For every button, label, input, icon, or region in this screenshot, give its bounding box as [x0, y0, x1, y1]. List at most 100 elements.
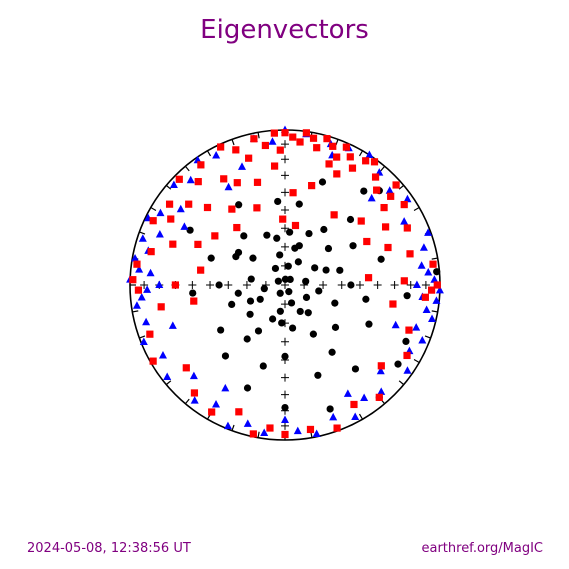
point-square-2-86 — [433, 281, 441, 289]
point-triangle-1-7 — [403, 194, 412, 203]
point-circle-0-4 — [274, 277, 282, 285]
point-triangle-1-16 — [428, 314, 437, 322]
point-triangle-1-54 — [237, 162, 246, 170]
point-circle-0-55 — [243, 384, 252, 392]
point-triangle-1-53 — [212, 150, 221, 159]
point-circle-0-24 — [249, 254, 257, 262]
point-circle-0-11 — [302, 293, 311, 302]
point-square-2-10 — [346, 153, 354, 161]
point-circle-0-53 — [377, 255, 385, 263]
point-triangle-1-8 — [400, 217, 409, 225]
point-square-2-48 — [149, 217, 157, 225]
perimeter-tick-130 — [398, 380, 405, 386]
point-square-2-52 — [175, 175, 183, 183]
point-square-2-14 — [371, 173, 380, 181]
point-triangle-1-26 — [312, 429, 321, 437]
point-circle-0-74 — [273, 234, 281, 242]
point-triangle-1-58 — [391, 320, 400, 329]
point-circle-0-22 — [288, 324, 297, 332]
point-triangle-1-62 — [180, 222, 189, 230]
perimeter-tick-50 — [398, 184, 405, 190]
point-triangle-1-56 — [268, 137, 277, 145]
perimeter-tick-320 — [184, 165, 190, 172]
grid-cross-3 — [281, 188, 289, 197]
point-square-2-82 — [364, 274, 373, 282]
perimeter-tick-300 — [150, 206, 157, 212]
point-triangle-1-34 — [189, 371, 198, 380]
point-circle-0-60 — [360, 187, 368, 195]
point-circle-0-51 — [189, 289, 197, 297]
point-square-2-16 — [392, 181, 400, 189]
perimeter-tick-330 — [206, 150, 212, 157]
source-label: earthref.org/MagIC — [421, 541, 543, 556]
grid-cross-9 — [406, 281, 415, 289]
point-square-2-80 — [197, 266, 205, 274]
point-circle-0-12 — [276, 307, 284, 315]
grid-cross-1 — [281, 155, 289, 164]
point-square-2-36 — [249, 430, 257, 438]
point-square-2-63 — [270, 162, 279, 170]
point-circle-0-6 — [302, 277, 310, 285]
point-triangle-1-31 — [223, 421, 232, 430]
point-triangle-1-21 — [376, 366, 385, 375]
point-circle-0-18 — [269, 315, 277, 323]
grid-cross-6 — [281, 242, 289, 251]
grid-cross-11 — [373, 281, 382, 289]
point-circle-0-39 — [295, 200, 303, 208]
point-square-2-31 — [350, 400, 358, 409]
point-triangle-1-37 — [139, 337, 148, 346]
point-circle-0-15 — [311, 264, 319, 272]
point-triangle-1-25 — [329, 412, 338, 421]
point-circle-0-58 — [281, 403, 289, 412]
point-triangle-1-51 — [186, 175, 195, 184]
point-circle-0-47 — [346, 215, 355, 224]
point-circle-0-59 — [394, 360, 402, 368]
point-square-2-39 — [190, 389, 199, 397]
point-circle-0-28 — [309, 330, 317, 338]
point-circle-0-38 — [240, 232, 248, 240]
point-triangle-1-17 — [412, 323, 421, 331]
point-circle-0-61 — [403, 292, 411, 300]
point-square-2-18 — [400, 200, 408, 209]
point-square-2-53 — [194, 178, 202, 186]
point-triangle-1-14 — [432, 296, 441, 304]
point-triangle-1-24 — [351, 412, 360, 420]
point-square-2-62 — [276, 146, 284, 154]
point-circle-0-31 — [263, 231, 271, 239]
point-triangle-1-38 — [142, 317, 151, 326]
point-circle-0-65 — [433, 268, 441, 276]
point-square-2-76 — [233, 223, 241, 232]
point-square-2-59 — [250, 135, 258, 143]
point-triangle-1-39 — [132, 301, 141, 309]
point-circle-0-8 — [260, 285, 268, 293]
grid-cross-10 — [390, 281, 399, 289]
point-circle-0-34 — [331, 323, 340, 331]
point-circle-0-7 — [287, 299, 296, 307]
point-square-2-58 — [245, 154, 253, 162]
point-square-2-72 — [330, 211, 338, 219]
grid-cross-16 — [281, 421, 289, 430]
perimeter-tick-350 — [257, 132, 260, 139]
point-triangle-1-13 — [435, 285, 444, 294]
grid-cross-5 — [281, 224, 289, 233]
point-triangle-1-15 — [422, 305, 431, 313]
point-circle-0-43 — [259, 362, 267, 370]
perimeter-tick-230 — [165, 380, 172, 386]
point-circle-0-17 — [304, 309, 312, 317]
point-circle-0-27 — [331, 299, 339, 307]
point-circle-0-2 — [285, 288, 293, 296]
point-triangle-1-40 — [143, 285, 152, 293]
point-circle-0-57 — [318, 178, 327, 186]
point-square-2-65 — [233, 179, 241, 187]
point-triangle-1-30 — [243, 419, 252, 427]
point-circle-0-37 — [215, 281, 223, 289]
point-circle-0-35 — [281, 352, 289, 360]
perimeter-tick-260 — [132, 310, 139, 313]
point-triangle-1-9 — [424, 228, 433, 236]
point-square-2-32 — [333, 424, 341, 432]
point-square-2-33 — [306, 425, 315, 434]
data-points — [126, 125, 444, 439]
point-circle-0-68 — [234, 289, 242, 297]
point-circle-0-29 — [228, 300, 236, 309]
perimeter-tick-290 — [139, 231, 146, 235]
